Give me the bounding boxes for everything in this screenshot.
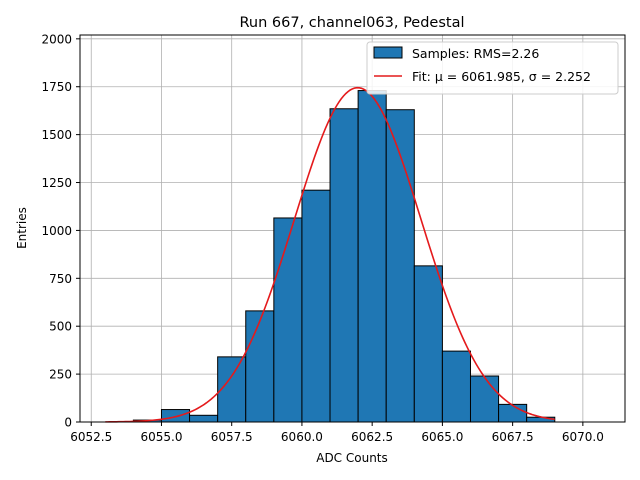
legend: Samples: RMS=2.26 Fit: μ = 6061.985, σ =… bbox=[366, 41, 619, 95]
plot-frame bbox=[79, 34, 626, 423]
y-tick-label: 750 bbox=[49, 272, 72, 286]
histogram-bar bbox=[385, 109, 415, 423]
legend-label-samples: Samples: RMS=2.26 bbox=[412, 46, 539, 61]
x-tick-label: 6057.5 bbox=[211, 430, 253, 444]
legend-label-fit: Fit: μ = 6061.985, σ = 2.252 bbox=[412, 69, 591, 84]
x-tick-label: 6052.5 bbox=[70, 430, 112, 444]
y-tick-label: 250 bbox=[49, 368, 72, 382]
bars bbox=[132, 90, 556, 423]
x-axis: 6052.5 6055.0 6057.5 6060.0 6062.5 6065.0 6067… bbox=[70, 422, 604, 444]
x-tick-label: 6065.0 bbox=[421, 430, 463, 444]
y-tick-label: 0 bbox=[64, 416, 72, 430]
y-tick-label: 1000 bbox=[41, 224, 72, 238]
x-axis-label: ADC Counts bbox=[316, 451, 388, 465]
legend-frame bbox=[366, 41, 619, 95]
y-tick-label: 1500 bbox=[41, 128, 72, 142]
histogram-bar bbox=[301, 189, 331, 423]
histogram-bar bbox=[329, 108, 359, 423]
histogram-bar bbox=[526, 416, 556, 423]
x-tick-label: 6067.5 bbox=[492, 430, 534, 444]
histogram-bar bbox=[189, 414, 219, 423]
histogram-bar bbox=[498, 403, 528, 423]
histogram-bar bbox=[160, 409, 191, 423]
y-tick-label: 1750 bbox=[41, 80, 72, 94]
fit-curve bbox=[105, 86, 555, 423]
histogram-bar bbox=[469, 375, 500, 423]
histogram-bar bbox=[245, 310, 275, 423]
y-axis: 0 250 500 750 1000 1250 1500 1750 2000 bbox=[41, 32, 80, 430]
y-tick-label: 1250 bbox=[41, 176, 72, 190]
histogram-bar bbox=[273, 217, 303, 423]
y-tick-label: 500 bbox=[49, 320, 72, 334]
x-tick-label: 6062.5 bbox=[351, 430, 393, 444]
x-tick-label: 6055.0 bbox=[140, 430, 182, 444]
x-tick-label: 6060.0 bbox=[281, 430, 323, 444]
histogram-bar bbox=[357, 90, 387, 423]
chart-title: Run 667, channel063, Pedestal bbox=[239, 15, 464, 31]
histogram-bar bbox=[441, 350, 471, 423]
y-axis-label: Entries bbox=[15, 207, 29, 249]
legend-swatch-samples bbox=[373, 46, 403, 59]
y-tick-label: 2000 bbox=[41, 32, 72, 46]
x-tick-label: 6070.0 bbox=[562, 430, 604, 444]
histogram-bar bbox=[413, 265, 443, 423]
